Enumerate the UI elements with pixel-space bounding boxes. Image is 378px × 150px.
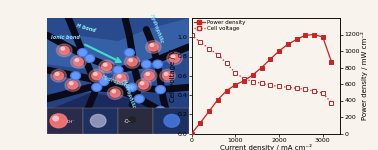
Circle shape bbox=[100, 79, 107, 84]
Circle shape bbox=[146, 40, 161, 53]
Circle shape bbox=[92, 83, 102, 91]
Polygon shape bbox=[47, 18, 189, 76]
Circle shape bbox=[127, 58, 137, 66]
Circle shape bbox=[124, 49, 134, 57]
Circle shape bbox=[118, 75, 121, 78]
Circle shape bbox=[172, 55, 175, 58]
Circle shape bbox=[140, 82, 144, 85]
Circle shape bbox=[136, 79, 151, 91]
Circle shape bbox=[127, 83, 137, 91]
Polygon shape bbox=[47, 76, 189, 110]
Circle shape bbox=[50, 114, 67, 128]
Circle shape bbox=[167, 52, 182, 65]
Circle shape bbox=[141, 69, 157, 82]
Circle shape bbox=[94, 73, 97, 75]
Circle shape bbox=[160, 69, 175, 82]
Y-axis label: Cell voltage / V: Cell voltage / V bbox=[170, 49, 176, 102]
Circle shape bbox=[51, 69, 67, 82]
Circle shape bbox=[104, 63, 107, 66]
Circle shape bbox=[73, 58, 83, 66]
Circle shape bbox=[71, 56, 86, 68]
Circle shape bbox=[155, 106, 166, 114]
Circle shape bbox=[115, 67, 122, 73]
FancyBboxPatch shape bbox=[47, 18, 189, 134]
Circle shape bbox=[129, 84, 136, 90]
Text: Ionic bond: Ionic bond bbox=[51, 35, 81, 40]
Circle shape bbox=[75, 59, 79, 62]
Text: Hydrophilic: Hydrophilic bbox=[149, 13, 164, 44]
Y-axis label: Power density / mW cm⁻²: Power density / mW cm⁻² bbox=[361, 31, 369, 120]
Circle shape bbox=[107, 87, 123, 99]
Circle shape bbox=[157, 108, 164, 113]
Circle shape bbox=[85, 54, 94, 62]
Text: Hydrophilic: Hydrophilic bbox=[121, 78, 136, 109]
Text: H bond: H bond bbox=[76, 23, 96, 33]
Circle shape bbox=[144, 72, 154, 80]
Circle shape bbox=[155, 85, 166, 94]
Circle shape bbox=[112, 90, 115, 93]
Circle shape bbox=[79, 50, 86, 56]
Circle shape bbox=[170, 54, 180, 62]
Circle shape bbox=[124, 56, 140, 68]
Text: Hydrophobic: Hydrophobic bbox=[101, 74, 135, 91]
Circle shape bbox=[54, 72, 64, 80]
Circle shape bbox=[99, 60, 115, 73]
Circle shape bbox=[72, 73, 79, 79]
Legend: Power density, Cell voltage: Power density, Cell voltage bbox=[193, 20, 246, 32]
Circle shape bbox=[143, 61, 150, 67]
Circle shape bbox=[113, 72, 129, 84]
Circle shape bbox=[113, 66, 123, 74]
Bar bbox=[83, 108, 118, 134]
Circle shape bbox=[129, 59, 132, 62]
Circle shape bbox=[86, 56, 93, 61]
Circle shape bbox=[157, 87, 164, 93]
Circle shape bbox=[146, 73, 149, 75]
Circle shape bbox=[126, 50, 133, 56]
Circle shape bbox=[59, 46, 69, 54]
Circle shape bbox=[56, 73, 59, 75]
Circle shape bbox=[89, 69, 105, 82]
Circle shape bbox=[134, 95, 144, 103]
Circle shape bbox=[56, 44, 72, 57]
Circle shape bbox=[53, 116, 59, 121]
Circle shape bbox=[141, 60, 151, 68]
Circle shape bbox=[149, 43, 158, 51]
Circle shape bbox=[92, 72, 102, 80]
Circle shape bbox=[136, 96, 143, 102]
Circle shape bbox=[153, 60, 163, 68]
Bar bbox=[153, 108, 189, 134]
Circle shape bbox=[110, 89, 120, 97]
Text: OH⁻: OH⁻ bbox=[67, 120, 76, 124]
Circle shape bbox=[71, 72, 81, 80]
FancyBboxPatch shape bbox=[47, 18, 189, 93]
Circle shape bbox=[163, 72, 172, 80]
Circle shape bbox=[154, 61, 161, 67]
Circle shape bbox=[138, 81, 149, 89]
Circle shape bbox=[164, 73, 168, 75]
Circle shape bbox=[164, 114, 180, 127]
Circle shape bbox=[61, 47, 65, 50]
Circle shape bbox=[65, 79, 81, 91]
Bar bbox=[118, 108, 153, 134]
Circle shape bbox=[68, 81, 77, 89]
Circle shape bbox=[77, 49, 88, 57]
Circle shape bbox=[70, 82, 73, 85]
Text: -O-: -O- bbox=[124, 119, 131, 124]
Bar bbox=[47, 108, 83, 134]
Circle shape bbox=[93, 84, 100, 90]
X-axis label: Current density / mA cm⁻²: Current density / mA cm⁻² bbox=[220, 144, 312, 150]
Circle shape bbox=[99, 78, 109, 85]
Circle shape bbox=[116, 74, 126, 82]
Circle shape bbox=[129, 117, 136, 123]
Circle shape bbox=[90, 114, 106, 127]
Circle shape bbox=[150, 44, 153, 46]
Circle shape bbox=[102, 62, 112, 70]
